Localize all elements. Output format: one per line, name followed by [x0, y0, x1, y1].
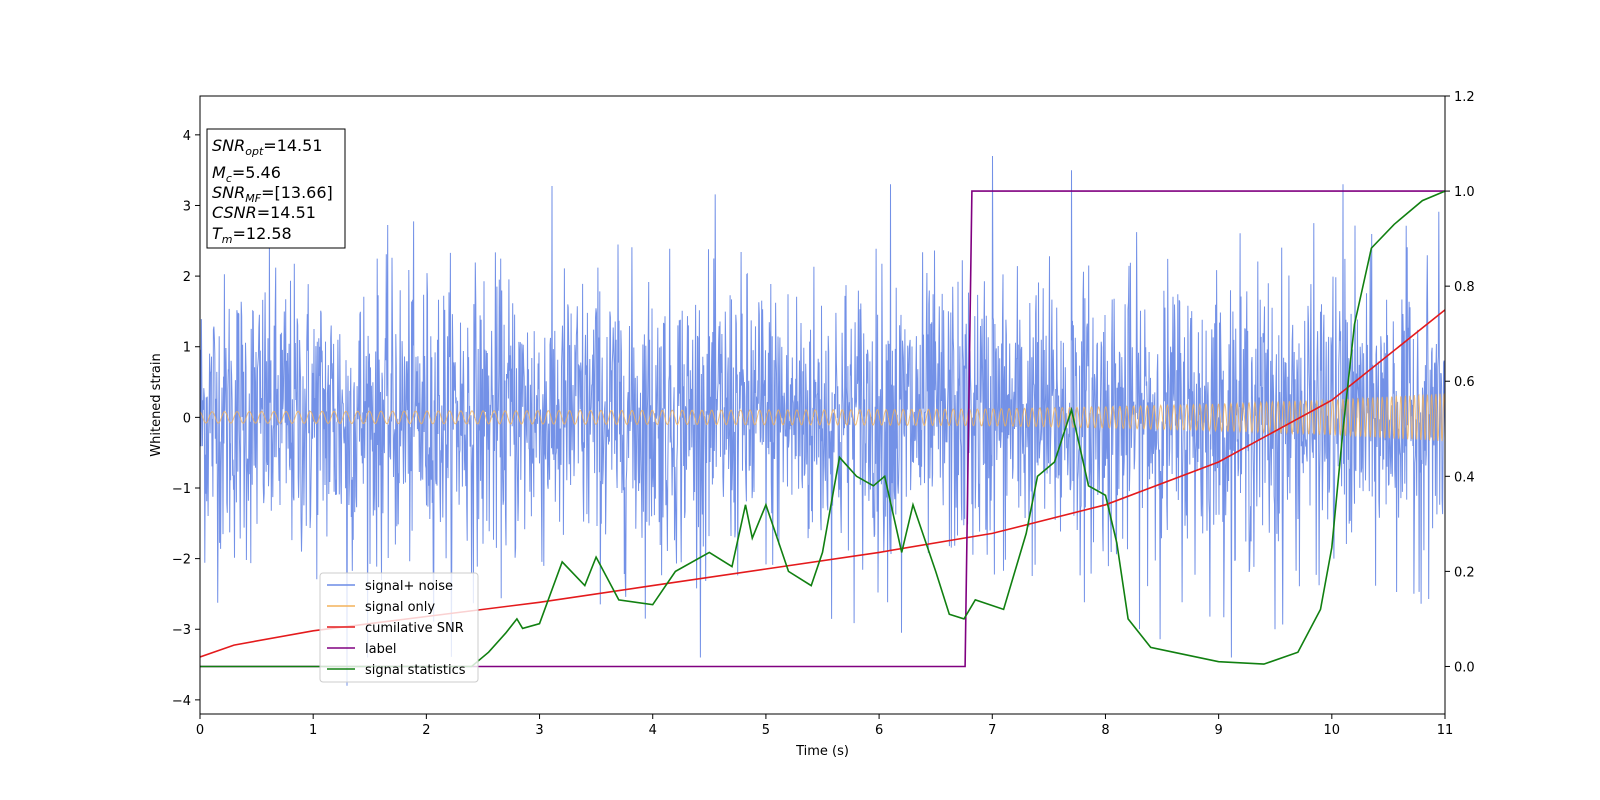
- y2-tick-label: 0.4: [1454, 470, 1475, 485]
- csnr-var: CSNR: [212, 203, 257, 222]
- axes: 0 1 2 3 4 5 6 7 8 9 10 11 −4 −3 −2 −1 0 1 2 3 4 0.0 0.2 0.4 0.6 0…: [172, 90, 1475, 738]
- y2-tick-label: 0.8: [1454, 280, 1475, 295]
- legend: signal+ noise signal only cumilative SNR…: [319, 572, 479, 683]
- annotation-snr-mf: SNRMF=[13.66]: [212, 183, 333, 205]
- y-axis-label: Whitened strain: [149, 353, 164, 456]
- annotation-tm: Tm=12.58: [212, 224, 292, 246]
- legend-frame: [319, 572, 479, 683]
- signal-noise-line: [200, 155, 1445, 686]
- snr-opt-var: SNR: [212, 136, 245, 155]
- snr-mf-var: SNR: [212, 183, 245, 202]
- snr-opt-value: =14.51: [263, 136, 322, 155]
- x-tick-label: 1: [309, 723, 317, 738]
- cumulative-snr-line: [200, 309, 1445, 658]
- tm-value: =12.58: [233, 224, 292, 243]
- y2-tick-label: 1.0: [1454, 185, 1475, 200]
- plot-area: [200, 155, 1445, 686]
- y2-tick-label: 0.0: [1454, 660, 1475, 675]
- x-tick-label: 0: [196, 723, 204, 738]
- x-tick-label: 11: [1437, 723, 1454, 738]
- annotation-frame: [206, 128, 346, 249]
- x-tick-label: 5: [762, 723, 770, 738]
- y-tick-label: −1: [172, 482, 191, 497]
- x-tick-label: 8: [1101, 723, 1109, 738]
- annotation-box: SNRopt=14.51 Mc=5.46 SNRMF=[13.66] CSNR=…: [206, 128, 346, 249]
- y-tick-label: −4: [172, 694, 191, 709]
- tm-var: T: [212, 224, 223, 243]
- label-line: [200, 190, 1445, 668]
- signal-only-line: [200, 393, 1445, 442]
- annotation-mc: Mc=5.46: [212, 163, 281, 185]
- y-tick-label: 2: [183, 270, 191, 285]
- x-tick-label: 4: [649, 723, 657, 738]
- legend-label-signal-noise: signal+ noise: [365, 579, 453, 594]
- plot-frame: [199, 95, 1446, 715]
- annotation-snr-opt: SNRopt=14.51: [212, 136, 323, 158]
- x-tick-label: 7: [988, 723, 996, 738]
- legend-label-label: label: [365, 642, 396, 657]
- mc-var: M: [212, 163, 226, 182]
- x-tick-label: 6: [875, 723, 883, 738]
- snr-opt-sub: opt: [245, 145, 264, 158]
- mc-sub: c: [226, 172, 232, 185]
- signal-statistics-line: [200, 190, 1445, 668]
- y2-tick-label: 1.2: [1454, 90, 1475, 105]
- y-tick-label: 0: [183, 411, 191, 426]
- y2-tick-label: 0.6: [1454, 375, 1475, 390]
- y-tick-label: 4: [183, 129, 191, 144]
- y-tick-label: 3: [183, 199, 191, 214]
- x-tick-label: 10: [1324, 723, 1341, 738]
- snr-mf-value: =[13.66]: [261, 183, 333, 202]
- x-tick-label: 3: [535, 723, 543, 738]
- y-tick-label: −2: [172, 553, 191, 568]
- x-tick-label: 9: [1214, 723, 1222, 738]
- annotation-csnr: CSNR=14.51: [212, 203, 316, 222]
- csnr-value: =14.51: [257, 203, 316, 222]
- x-axis-label: Time (s): [795, 744, 849, 759]
- tm-sub: m: [222, 233, 233, 246]
- x-tick-label: 2: [422, 723, 430, 738]
- y-tick-label: 1: [183, 341, 191, 356]
- legend-label-signal-statistics: signal statistics: [365, 663, 466, 678]
- y-tick-label: −3: [172, 623, 191, 638]
- snr-mf-sub: MF: [245, 192, 261, 205]
- legend-label-cumulative-snr: cumilative SNR: [365, 621, 464, 636]
- mc-value: =5.46: [232, 163, 281, 182]
- y2-tick-label: 0.2: [1454, 565, 1475, 580]
- legend-label-signal-only: signal only: [365, 600, 435, 615]
